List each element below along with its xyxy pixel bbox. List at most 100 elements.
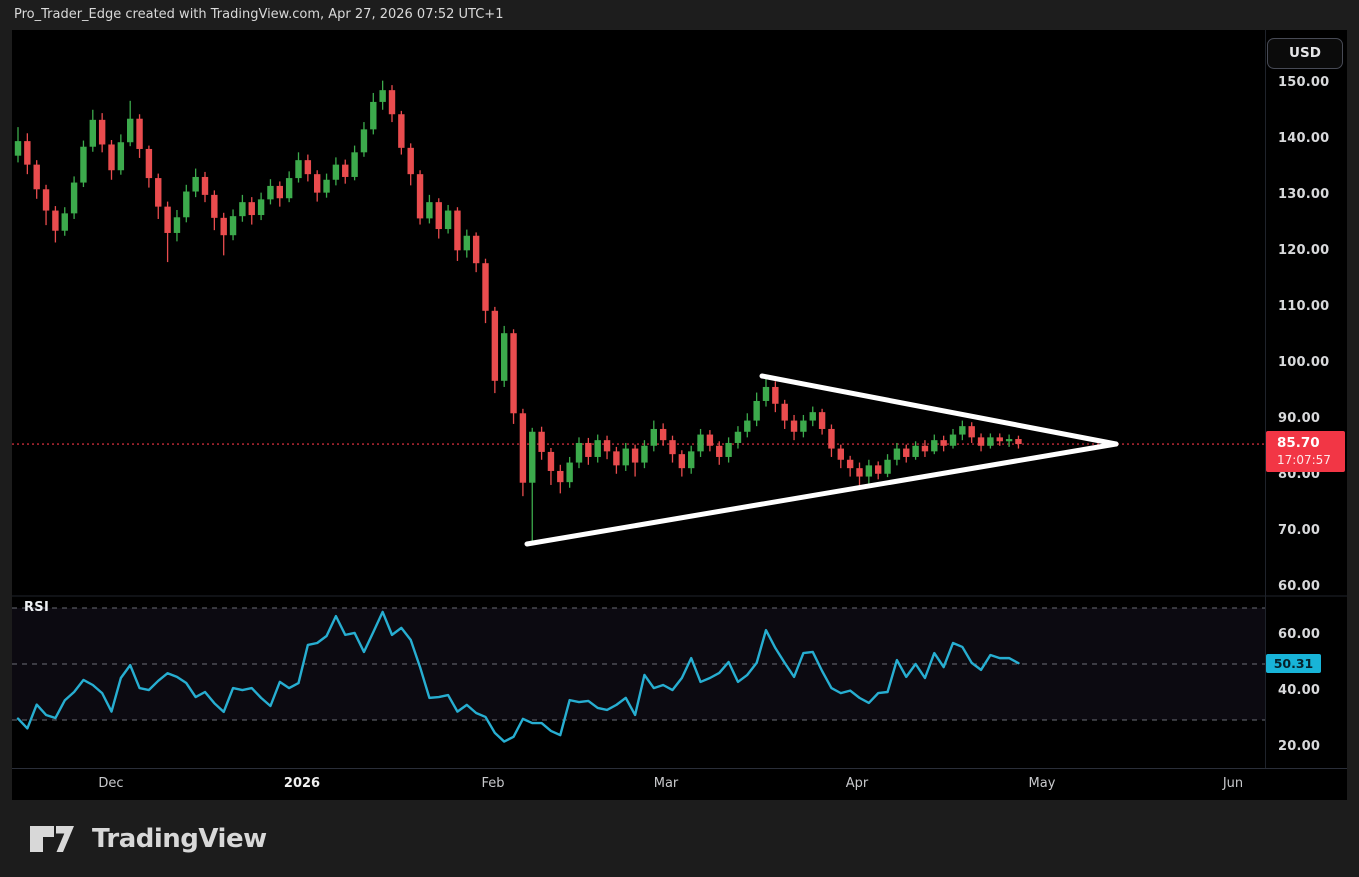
- candle: [828, 424, 835, 457]
- candle: [127, 100, 134, 147]
- candle: [818, 408, 826, 435]
- candle: [136, 114, 143, 158]
- candle: [650, 420, 657, 452]
- current-price-value: 85.70: [1277, 435, 1320, 451]
- triangle-lower-trendline[interactable]: [524, 441, 1119, 547]
- candle: [201, 171, 209, 203]
- candle: [753, 392, 760, 427]
- candle: [89, 109, 96, 152]
- candle: [903, 444, 910, 463]
- candle: [1015, 435, 1022, 449]
- time-tick-label-mar: Mar: [653, 776, 679, 791]
- price-tick-label: 150.00: [1278, 75, 1330, 90]
- candle: [80, 140, 87, 188]
- candle: [52, 206, 59, 243]
- currency-unit-button[interactable]: USD: [1267, 38, 1343, 69]
- candle: [248, 197, 255, 225]
- candle: [117, 134, 125, 175]
- candle: [603, 435, 611, 460]
- candle: [472, 232, 480, 273]
- candle: [781, 399, 788, 429]
- tradingview-logo-icon: [30, 826, 74, 852]
- chart-pane-background: [12, 30, 1347, 768]
- candle: [519, 408, 527, 497]
- attribution-bar: Pro_Trader_Edge created with TradingView…: [0, 0, 1359, 30]
- time-tick-label-dec: Dec: [98, 776, 124, 791]
- candle: [772, 381, 779, 413]
- time-tick-label-may: May: [1028, 776, 1056, 791]
- candle: [669, 435, 676, 463]
- time-axis[interactable]: Dec 2026 Feb Mar Apr May Jun: [12, 768, 1347, 800]
- candle: [977, 433, 985, 452]
- candle: [342, 159, 349, 184]
- candle: [931, 434, 938, 455]
- candle: [716, 441, 723, 465]
- candle: [622, 442, 629, 471]
- candle: [940, 435, 947, 452]
- candle: [183, 184, 190, 223]
- candle: [1005, 434, 1013, 447]
- candle: [959, 420, 966, 441]
- price-tick-label: 90.00: [1278, 411, 1321, 426]
- rsi-value-badge: 50.31: [1266, 654, 1321, 673]
- candle: [173, 210, 181, 242]
- candle: [426, 194, 433, 224]
- candle: [846, 455, 854, 477]
- candle: [575, 437, 583, 469]
- candle: [295, 152, 302, 183]
- candle: [688, 445, 695, 474]
- price-tick-label: 110.00: [1278, 299, 1330, 314]
- attribution-text: Pro_Trader_Edge created with TradingView…: [14, 7, 504, 22]
- triangle-upper-trendline[interactable]: [759, 373, 1119, 447]
- time-tick-label-2026: 2026: [283, 776, 321, 791]
- tradingview-logo-link[interactable]: TradingView: [28, 820, 267, 858]
- candle: [220, 212, 227, 256]
- candle: [229, 209, 237, 241]
- candle: [276, 181, 283, 207]
- candle: [837, 444, 844, 469]
- candle: [388, 85, 396, 123]
- candle: [323, 173, 330, 198]
- candle: [547, 448, 555, 485]
- candle: [529, 427, 536, 544]
- price-tick-label: 60.00: [1278, 579, 1321, 594]
- price-chart-canvas[interactable]: [12, 30, 1347, 768]
- candle: [987, 433, 994, 449]
- candle: [304, 154, 312, 182]
- candle: [968, 422, 975, 443]
- candle: [697, 428, 704, 457]
- price-axis[interactable]: 150.00 140.00 130.00 120.00 110.00 100.00 90.0…: [1265, 30, 1347, 768]
- candle: [790, 414, 798, 441]
- candle: [332, 157, 340, 186]
- candle: [482, 258, 489, 324]
- candle: [613, 446, 620, 474]
- candle: [435, 198, 442, 239]
- candle: [108, 140, 115, 180]
- candle: [809, 406, 816, 427]
- candle: [398, 110, 405, 155]
- candle: [594, 434, 601, 463]
- candle: [192, 168, 199, 198]
- candle: [407, 143, 414, 186]
- candle: [211, 190, 218, 231]
- candle: [14, 127, 22, 163]
- rsi-indicator-label[interactable]: RSI: [24, 600, 50, 615]
- rsi-tick-label: 60.00: [1278, 627, 1321, 642]
- candle: [463, 229, 470, 258]
- bar-countdown-timer: 17:07:57: [1277, 453, 1331, 468]
- candle: [734, 426, 742, 449]
- candle: [257, 192, 265, 221]
- candle: [865, 459, 873, 485]
- rsi-line: [16, 610, 1020, 743]
- candle: [875, 461, 882, 480]
- candle: [641, 440, 648, 469]
- candle: [267, 179, 274, 205]
- candle: [725, 437, 732, 463]
- rsi-tick-label: 20.00: [1278, 739, 1321, 754]
- price-tick-label: 70.00: [1278, 523, 1321, 538]
- candle: [678, 450, 686, 477]
- candle: [762, 378, 770, 407]
- candle: [370, 92, 377, 135]
- candle: [921, 440, 929, 457]
